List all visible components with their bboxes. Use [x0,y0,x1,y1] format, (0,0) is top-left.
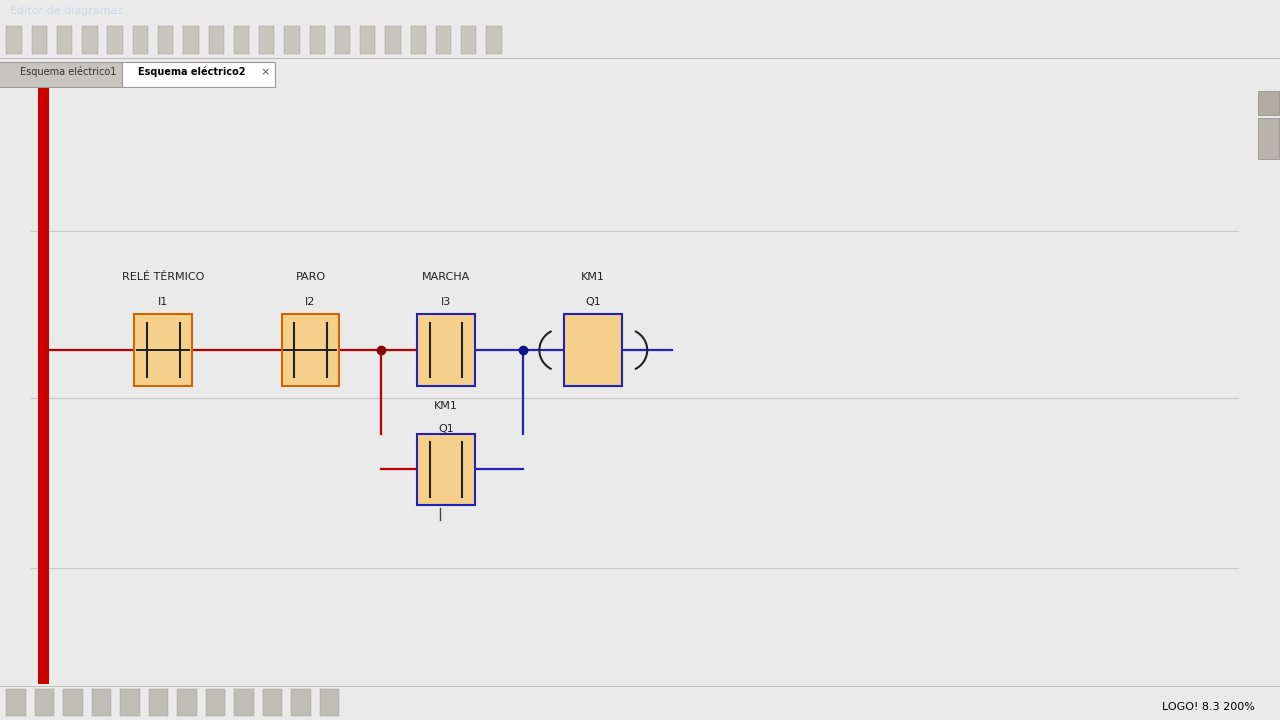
Text: Q1: Q1 [438,423,454,433]
Bar [282,315,339,386]
FancyBboxPatch shape [122,62,275,86]
Bar [292,690,311,716]
Bar [234,26,250,54]
Bar [148,690,168,716]
Text: Esquema eléctrico1: Esquema eléctrico1 [19,67,116,77]
Bar [92,690,111,716]
Bar [234,690,253,716]
Text: I3: I3 [442,297,452,307]
Bar [32,26,47,54]
Text: Editor de diagramas: Editor de diagramas [10,6,123,16]
Bar [1258,117,1279,159]
Bar [360,26,375,54]
Text: ×: × [260,67,270,77]
Text: PARO: PARO [296,271,325,282]
Text: Q1: Q1 [585,297,602,307]
Text: KM1: KM1 [581,271,605,282]
Bar [310,26,325,54]
Bar [134,315,192,386]
Bar [335,26,351,54]
Bar [56,26,72,54]
Text: RELÉ TÉRMICO: RELÉ TÉRMICO [122,271,205,282]
Text: MARCHA: MARCHA [422,271,470,282]
Bar [64,690,83,716]
Bar [259,26,274,54]
Bar [461,26,476,54]
Bar [564,315,622,386]
Text: I1: I1 [159,297,169,307]
FancyBboxPatch shape [0,62,145,86]
Bar [284,26,300,54]
Bar [6,690,26,716]
Text: Esquema eléctrico2: Esquema eléctrico2 [138,67,246,77]
Bar [206,690,225,716]
Text: KM1: KM1 [434,401,458,411]
Text: LOGO! 8.3 200%: LOGO! 8.3 200% [1161,703,1254,712]
Bar [108,26,123,54]
Bar [1258,91,1279,114]
Bar [262,690,282,716]
Bar [320,690,339,716]
Bar [35,690,54,716]
Bar [37,88,49,684]
Bar [82,26,97,54]
Bar [486,26,502,54]
Bar [157,26,173,54]
Text: I2: I2 [306,297,316,307]
Bar [183,26,198,54]
Bar [120,690,140,716]
Bar [385,26,401,54]
Bar [209,26,224,54]
Bar [133,26,148,54]
Bar [436,26,452,54]
Bar [417,315,475,386]
Bar [6,26,22,54]
Bar [417,433,475,505]
Bar [411,26,426,54]
Bar [178,690,197,716]
